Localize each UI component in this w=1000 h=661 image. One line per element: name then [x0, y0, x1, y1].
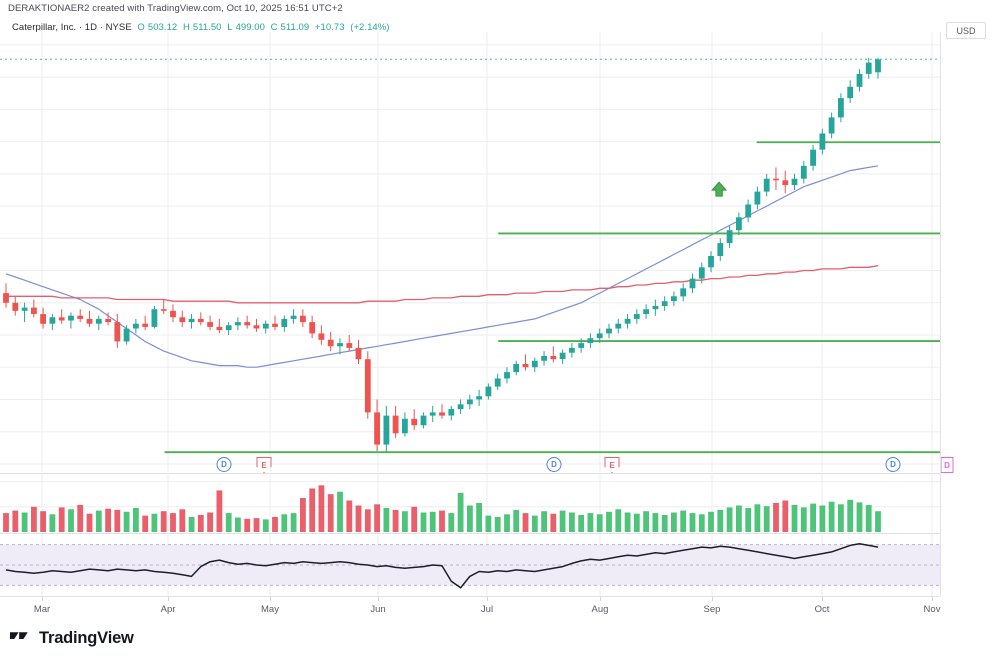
time-tick	[378, 597, 379, 601]
dividend-icon: D	[885, 457, 901, 472]
dividend-marker[interactable]: D	[885, 457, 901, 472]
legend-low-label: L	[227, 22, 233, 33]
legend-change: +10.73	[314, 22, 345, 33]
dividend-icon: D	[216, 457, 232, 472]
split-icon: D	[940, 457, 954, 473]
tradingview-mark-icon	[10, 631, 28, 639]
legend-change-pct: (+2.14%)	[350, 22, 390, 33]
price-pane[interactable]	[0, 32, 940, 472]
time-tick	[168, 597, 169, 601]
currency-label[interactable]: USD	[946, 22, 986, 39]
earnings-marker[interactable]: E	[256, 457, 272, 473]
pane-separator[interactable]	[0, 473, 940, 474]
rsi-pane[interactable]	[0, 534, 940, 596]
time-axis[interactable]: Mar Apr May Jun Jul Aug Sep Oct Nov	[0, 596, 940, 623]
dividend-icon: D	[546, 457, 562, 472]
legend-close-label: C	[270, 22, 278, 33]
time-tick-label: Sep	[703, 604, 721, 615]
time-tick	[270, 597, 271, 601]
earnings-marker[interactable]: E	[604, 457, 620, 473]
axis-divider	[940, 32, 941, 596]
time-tick	[487, 597, 488, 601]
earnings-icon: E	[604, 457, 620, 473]
legend-high-label: H	[182, 22, 190, 33]
time-tick-label: Oct	[814, 604, 830, 615]
time-tick-label: Mar	[33, 604, 51, 615]
tradingview-logo[interactable]: TradingView	[10, 629, 134, 648]
time-tick	[822, 597, 823, 601]
time-tick-label: Apr	[160, 604, 176, 615]
time-tick-label: May	[261, 604, 279, 615]
earnings-icon: E	[256, 457, 272, 473]
time-tick-label: Jun	[370, 604, 386, 615]
time-tick	[42, 597, 43, 601]
legend-symbol[interactable]: Caterpillar, Inc. · 1D · NYSE	[12, 22, 132, 33]
time-tick	[932, 597, 933, 601]
time-tick-label: Aug	[591, 604, 609, 615]
dividend-marker[interactable]: D	[216, 457, 232, 472]
price-axis[interactable]: 520.00500.00480.00460.00440.00420.00400.…	[940, 0, 1000, 661]
tradingview-wordmark: TradingView	[39, 629, 134, 647]
time-tick	[600, 597, 601, 601]
arrow-up-marker	[710, 181, 728, 197]
dividend-marker[interactable]: D	[546, 457, 562, 472]
split-marker[interactable]: D	[940, 457, 954, 473]
volume-pane[interactable]	[0, 474, 940, 532]
time-tick-label: Nov	[923, 604, 941, 615]
legend-high-value: 511.50	[192, 22, 222, 33]
legend-open-label: O	[137, 22, 145, 33]
pane-separator[interactable]	[0, 533, 940, 534]
attribution-watermark: DERAKTIONAER2 created with TradingView.c…	[8, 3, 343, 14]
time-tick-label: Jul	[480, 604, 494, 615]
legend-low-value: 499.00	[235, 22, 265, 33]
time-tick	[712, 597, 713, 601]
legend-open-value: 503.12	[147, 22, 178, 33]
legend-close-value: 511.09	[280, 22, 310, 33]
